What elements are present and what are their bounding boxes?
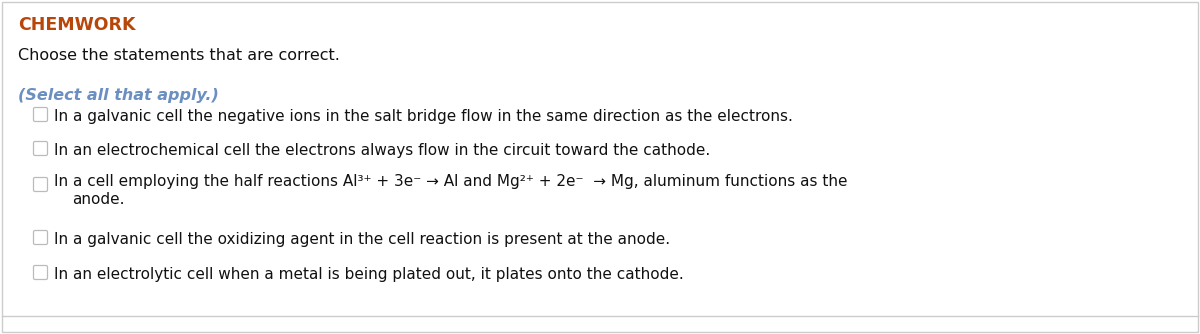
FancyBboxPatch shape (34, 108, 48, 122)
FancyBboxPatch shape (34, 230, 48, 244)
Text: In an electrochemical cell the electrons always flow in the circuit toward the c: In an electrochemical cell the electrons… (54, 143, 710, 158)
Text: anode.: anode. (72, 192, 125, 207)
Text: In an electrolytic cell when a metal is being plated out, it plates onto the cat: In an electrolytic cell when a metal is … (54, 267, 684, 282)
Text: In a cell employing the half reactions Al³⁺ + 3e⁻ → Al and Mg²⁺ + 2e⁻  → Mg, alu: In a cell employing the half reactions A… (54, 174, 847, 189)
FancyBboxPatch shape (34, 142, 48, 156)
FancyBboxPatch shape (34, 177, 48, 191)
Text: CHEMWORK: CHEMWORK (18, 16, 136, 34)
Text: Choose the statements that are correct.: Choose the statements that are correct. (18, 48, 340, 63)
FancyBboxPatch shape (34, 266, 48, 280)
Text: In a galvanic cell the oxidizing agent in the cell reaction is present at the an: In a galvanic cell the oxidizing agent i… (54, 232, 670, 247)
Text: In a galvanic cell the negative ions in the salt bridge flow in the same directi: In a galvanic cell the negative ions in … (54, 109, 793, 124)
Text: (Select all that apply.): (Select all that apply.) (18, 88, 218, 103)
